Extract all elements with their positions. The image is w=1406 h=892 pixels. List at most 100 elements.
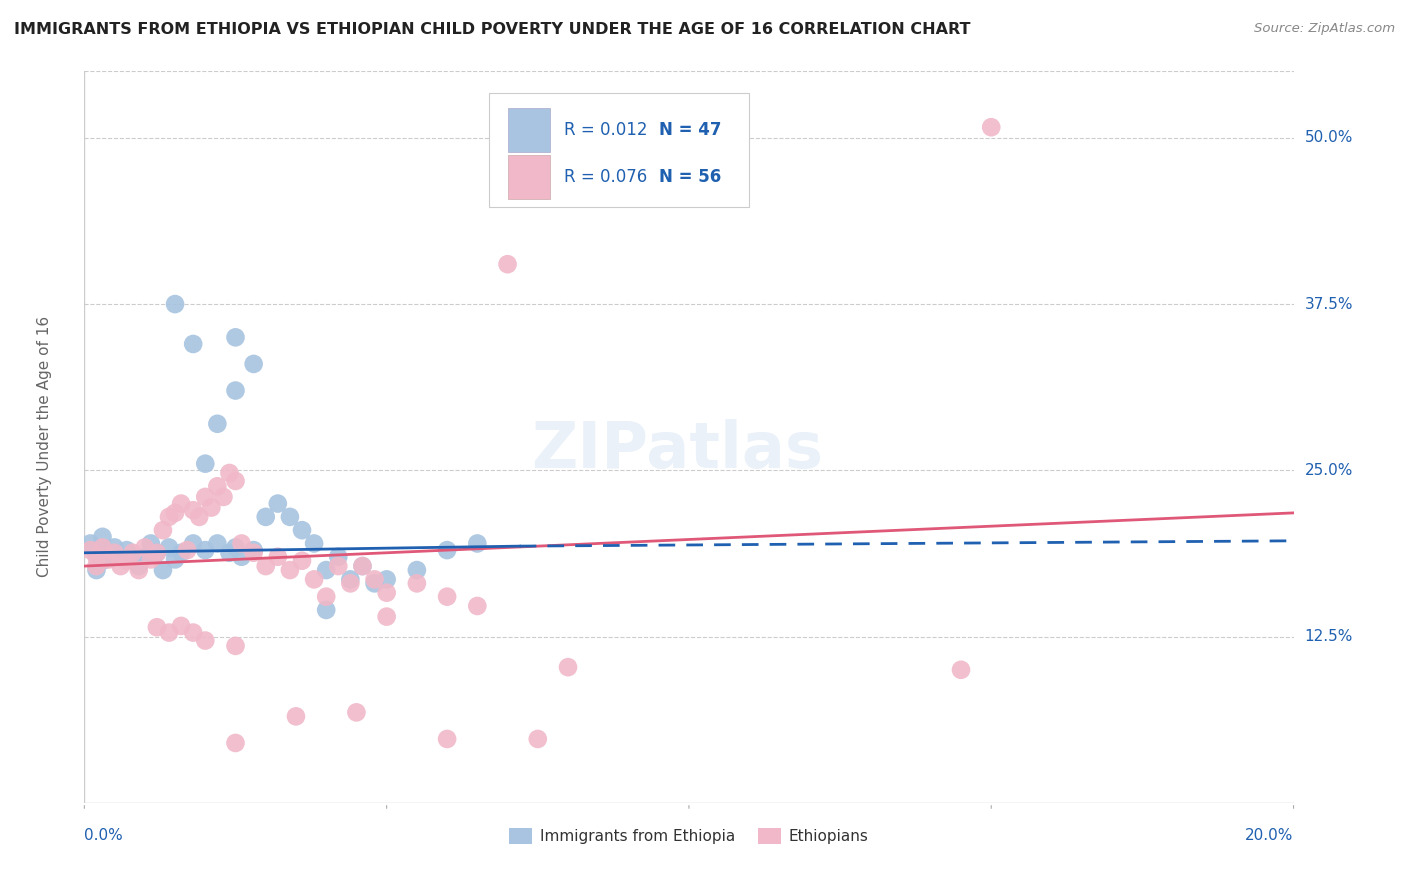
Point [346,706,368,720]
Point [212,490,235,504]
Point [363,573,385,587]
Point [110,549,132,564]
Point [375,573,398,587]
Text: 20.0%: 20.0% [1246,828,1294,843]
Text: N = 56: N = 56 [659,169,721,186]
Point [950,663,973,677]
Point [315,563,337,577]
Point [527,731,550,746]
Point [79,543,101,558]
Point [352,559,374,574]
Point [165,506,187,520]
Point [128,563,150,577]
Text: R = 0.012: R = 0.012 [564,121,648,139]
Point [146,546,169,560]
Point [91,541,114,555]
Point [315,590,337,604]
Point [980,120,1002,135]
Text: 0.0%: 0.0% [84,828,124,843]
Point [242,357,264,371]
Text: Source: ZipAtlas.com: Source: ZipAtlas.com [1254,22,1395,36]
Text: 12.5%: 12.5% [1305,629,1353,644]
Point [267,497,290,511]
Point [267,549,290,564]
Point [328,549,350,564]
Text: N = 47: N = 47 [659,121,721,139]
Point [152,523,174,537]
Point [194,490,217,504]
Bar [508,108,550,152]
Point [207,417,229,431]
Point [231,536,253,550]
Point [363,576,385,591]
Point [436,731,458,746]
Point [104,546,127,560]
Point [467,599,489,613]
Point [157,541,180,555]
Point [91,554,114,568]
Text: 25.0%: 25.0% [1305,463,1353,478]
Point [278,563,301,577]
Point [91,530,114,544]
Point [110,559,132,574]
Text: IMMIGRANTS FROM ETHIOPIA VS ETHIOPIAN CHILD POVERTY UNDER THE AGE OF 16 CORRELAT: IMMIGRANTS FROM ETHIOPIA VS ETHIOPIAN CH… [14,22,970,37]
Point [218,546,240,560]
Point [375,609,398,624]
Point [181,625,204,640]
Point [170,497,193,511]
Point [176,543,198,558]
Point [79,536,101,550]
Point [115,543,138,558]
Point [225,541,247,555]
Point [375,585,398,599]
Point [315,603,337,617]
Point [157,625,180,640]
Text: 50.0%: 50.0% [1305,130,1353,145]
Point [207,536,229,550]
Point [194,543,217,558]
Point [225,474,247,488]
Point [181,337,204,351]
Point [194,633,217,648]
Point [285,709,308,723]
Bar [508,155,550,200]
Point [231,549,253,564]
Text: 37.5%: 37.5% [1305,297,1353,311]
Point [181,536,204,550]
Point [128,559,150,574]
Point [254,509,277,524]
Point [207,479,229,493]
Point [302,573,325,587]
Point [328,559,350,574]
Point [352,559,374,574]
Point [218,466,240,480]
Point [254,559,277,574]
FancyBboxPatch shape [489,94,749,207]
Point [188,509,211,524]
Point [152,563,174,577]
Point [225,639,247,653]
Point [146,620,169,634]
Point [200,500,222,515]
Point [436,590,458,604]
Point [436,543,458,558]
Point [467,536,489,550]
Point [86,549,108,564]
Point [139,536,162,550]
Point [194,457,217,471]
Point [165,552,187,566]
Text: R = 0.076: R = 0.076 [564,169,648,186]
Point [291,554,314,568]
Text: ZIPatlas: ZIPatlas [531,419,823,482]
Point [302,536,325,550]
Text: Child Poverty Under the Age of 16: Child Poverty Under the Age of 16 [38,316,52,576]
Point [134,541,156,555]
Point [86,559,108,574]
Point [86,563,108,577]
Point [97,552,120,566]
Point [97,546,120,560]
Point [170,546,193,560]
Point [225,736,247,750]
Point [146,546,169,560]
Point [557,660,579,674]
